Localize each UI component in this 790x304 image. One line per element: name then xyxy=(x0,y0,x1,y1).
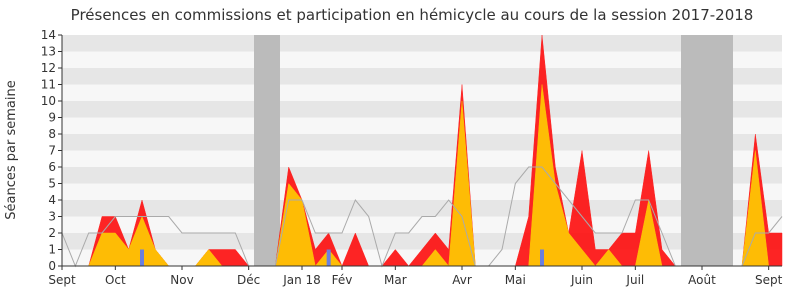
grid-band xyxy=(62,35,782,52)
x-tick-label: Mar xyxy=(384,273,407,287)
y-tick-label: 14 xyxy=(41,28,56,42)
y-tick-label: 3 xyxy=(48,210,56,224)
y-tick-label: 9 xyxy=(48,111,56,125)
y-tick-label: 1 xyxy=(48,243,56,257)
y-tick-label: 0 xyxy=(48,259,56,273)
x-tick-label: Sept xyxy=(755,273,783,287)
background xyxy=(62,35,782,266)
x-tick-label: Juin xyxy=(570,273,593,287)
y-tick-label: 10 xyxy=(41,94,56,108)
y-tick-label: 5 xyxy=(48,177,56,191)
grid-band xyxy=(62,134,782,151)
grid-band xyxy=(62,216,782,233)
y-tick-label: 7 xyxy=(48,144,56,158)
y-tick-label: 6 xyxy=(48,160,56,174)
x-tick-label: Sept xyxy=(48,273,76,287)
grid-band xyxy=(62,117,782,134)
x-tick-label: Déc xyxy=(237,273,260,287)
x-tick-label: Avr xyxy=(452,273,472,287)
grid-band xyxy=(62,167,782,184)
bar xyxy=(140,249,144,266)
x-tick-label: Août xyxy=(688,273,716,287)
line xyxy=(61,166,783,268)
x-tick-label: Oct xyxy=(105,273,126,287)
grid-band xyxy=(62,233,782,250)
y-tick-label: 12 xyxy=(41,61,56,75)
x-tick-label: Juil xyxy=(625,273,644,287)
y-tick-label: 8 xyxy=(48,127,56,141)
holiday-band xyxy=(254,35,280,266)
bar xyxy=(540,249,544,266)
y-tick-label: 2 xyxy=(48,226,56,240)
chart-title: Présences en commissions et participatio… xyxy=(71,6,754,24)
x-tick-label: Jan 18 xyxy=(282,273,321,287)
grid-band xyxy=(62,68,782,85)
y-tick-label: 13 xyxy=(41,45,56,59)
grid-band xyxy=(62,84,782,101)
x-tick-label: Fév xyxy=(332,273,353,287)
y-tick-label: 11 xyxy=(41,78,56,92)
y-tick-label: 4 xyxy=(48,193,56,207)
grid-band xyxy=(62,183,782,200)
x-tick-label: Nov xyxy=(170,273,193,287)
holiday-band xyxy=(681,35,733,266)
bar xyxy=(326,249,331,266)
grid-band xyxy=(62,150,782,167)
grid-band xyxy=(62,51,782,68)
x-tick-label: Mai xyxy=(505,273,526,287)
y-axis-label: Séances par semaine xyxy=(4,80,19,219)
grid-band xyxy=(62,200,782,217)
grid-band xyxy=(62,101,782,118)
